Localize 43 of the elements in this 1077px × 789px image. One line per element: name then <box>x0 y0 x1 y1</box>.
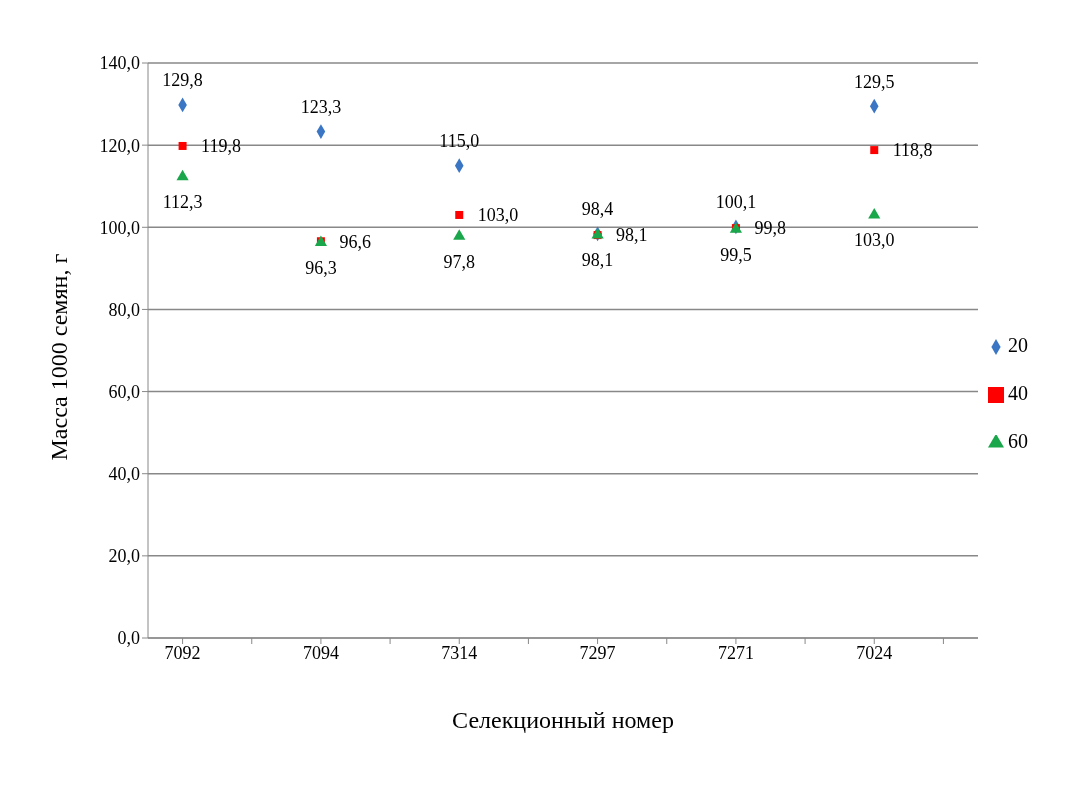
y-tick-label: 120,0 <box>99 135 140 156</box>
data-label: 123,3 <box>300 97 342 118</box>
data-label: 99,5 <box>720 244 752 265</box>
data-label: 98,1 <box>616 225 648 246</box>
y-tick-label: 100,0 <box>99 217 140 238</box>
data-label: 129,8 <box>162 70 203 91</box>
data-label: 96,6 <box>339 231 371 252</box>
legend-label: 20 <box>1008 334 1028 356</box>
data-label: 129,5 <box>854 71 895 92</box>
y-tick-label: 40,0 <box>108 464 140 485</box>
data-label: 99,8 <box>754 218 786 239</box>
data-label: 97,8 <box>443 251 475 272</box>
data-label: 119,8 <box>201 136 241 157</box>
point <box>870 146 879 155</box>
data-label: 103,0 <box>854 230 895 251</box>
x-axis-title: Селекционный номер <box>452 707 674 733</box>
y-tick-label: 0,0 <box>117 628 140 649</box>
point <box>868 207 881 219</box>
y-tick-label: 60,0 <box>108 381 140 402</box>
point <box>455 210 464 219</box>
x-tick-label: 7297 <box>579 642 616 663</box>
x-tick-label: 7092 <box>164 642 201 663</box>
y-tick-label: 80,0 <box>108 299 140 320</box>
data-label: 103,0 <box>477 205 519 226</box>
point <box>178 141 187 150</box>
legend-label: 40 <box>1008 382 1028 404</box>
data-label: 100,1 <box>715 192 757 213</box>
data-label: 112,3 <box>162 192 203 213</box>
y-tick-label: 140,0 <box>99 53 140 74</box>
x-tick-label: 7024 <box>856 642 893 663</box>
data-label: 98,1 <box>581 250 614 271</box>
x-tick-label: 7094 <box>302 642 339 663</box>
x-tick-label: 7271 <box>717 642 754 663</box>
y-tick-label: 20,0 <box>108 546 140 567</box>
x-tick-label: 7314 <box>441 642 478 663</box>
point <box>176 169 189 181</box>
legend-label: 60 <box>1008 430 1028 452</box>
data-label: 115,0 <box>439 131 480 152</box>
point <box>453 229 466 240</box>
y-axis-title: Масса 1000 семян, г <box>45 253 72 461</box>
data-label: 98,4 <box>581 199 614 220</box>
data-label: 118,8 <box>892 140 933 161</box>
data-label: 96,3 <box>305 257 337 278</box>
